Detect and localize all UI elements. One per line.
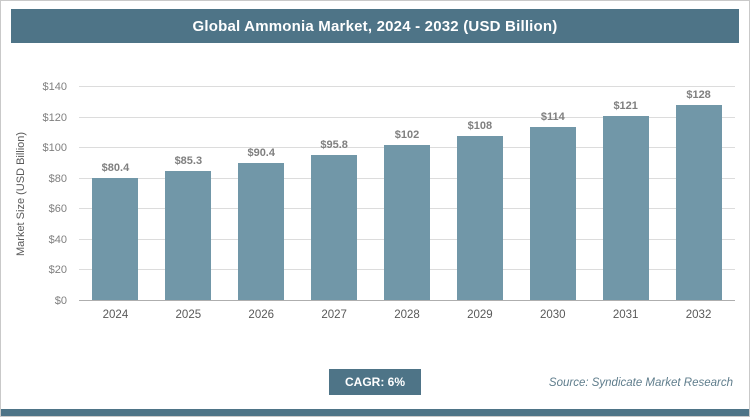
bar-value-label: $121	[613, 100, 638, 113]
bar-value-label: $95.8	[320, 138, 348, 151]
x-tick-label: 2028	[394, 309, 420, 321]
y-tick-label: $40	[48, 233, 67, 246]
bar-value-label: $102	[394, 129, 420, 142]
source-text: Source: Syndicate Market Research	[548, 377, 733, 389]
bar-slot: $121	[589, 87, 662, 301]
bar-value-label: $128	[686, 89, 711, 102]
bar-value-label: $90.4	[247, 146, 275, 159]
y-tick-label: $140	[42, 81, 67, 93]
bar-slot: $95.8	[298, 87, 371, 301]
x-tick-label: 2024	[102, 309, 129, 321]
x-tick-label: 2032	[685, 309, 712, 321]
bar-value-label: $114	[540, 110, 565, 123]
y-axis-title: Market Size (USD Billion)	[15, 131, 27, 257]
bar-value-label: $85.3	[174, 154, 203, 167]
x-tick-label: 2025	[175, 309, 202, 321]
bar-slot: $90.4	[225, 87, 298, 301]
bottom-accent-bar	[1, 409, 749, 416]
bar	[92, 178, 139, 301]
bar-slot: $80.4	[79, 87, 152, 301]
y-tick-label: $80	[48, 172, 67, 185]
y-tick-label: $60	[48, 203, 67, 216]
bar	[456, 135, 503, 301]
x-axis-line	[79, 300, 735, 301]
bar	[238, 162, 285, 301]
bar-slot: $128	[662, 87, 735, 301]
x-tick-label: 2031	[612, 309, 639, 321]
y-tick-label: $20	[48, 264, 67, 277]
bar-slot: $102	[371, 87, 444, 301]
chart-title-banner: Global Ammonia Market, 2024 - 2032 (USD …	[11, 9, 739, 43]
bar-slot: $114	[516, 87, 589, 301]
bar	[311, 154, 358, 301]
plot-area: $80.4 $85.3 $90.4 $95.8 $102 $108 $114 $121 $128	[79, 86, 735, 301]
gridline	[79, 116, 735, 118]
bar-value-label: $108	[467, 119, 493, 132]
bar	[602, 116, 649, 301]
bar-value-label: $80.4	[101, 162, 130, 175]
y-tick-label: $0	[54, 295, 67, 307]
bar	[675, 105, 722, 301]
bar-slot: $108	[443, 87, 516, 301]
y-axis-tick-labels: $0 $20 $40 $60 $80 $100 $120 $140	[29, 81, 73, 307]
x-tick-label: 2026	[248, 309, 275, 321]
y-tick-label: $100	[42, 142, 67, 155]
bar	[529, 126, 576, 301]
y-tick-label: $120	[42, 111, 67, 124]
bars-container: $80.4 $85.3 $90.4 $95.8 $102 $108 $114 $121 $128	[79, 87, 735, 301]
x-tick-label: 2030	[539, 309, 566, 321]
x-axis-tick-labels: 2024 2025 2026 2027 2028 2029 2030 2031 2032	[79, 309, 735, 325]
cagr-badge: CAGR: 6%	[328, 369, 422, 395]
x-tick-label: 2029	[467, 309, 493, 321]
gridline	[79, 86, 735, 87]
chart-title: Global Ammonia Market, 2024 - 2032 (USD …	[192, 17, 558, 35]
bar-slot: $85.3	[152, 87, 225, 301]
x-tick-label: 2027	[321, 309, 347, 321]
bar	[384, 145, 430, 301]
bar	[165, 170, 212, 301]
